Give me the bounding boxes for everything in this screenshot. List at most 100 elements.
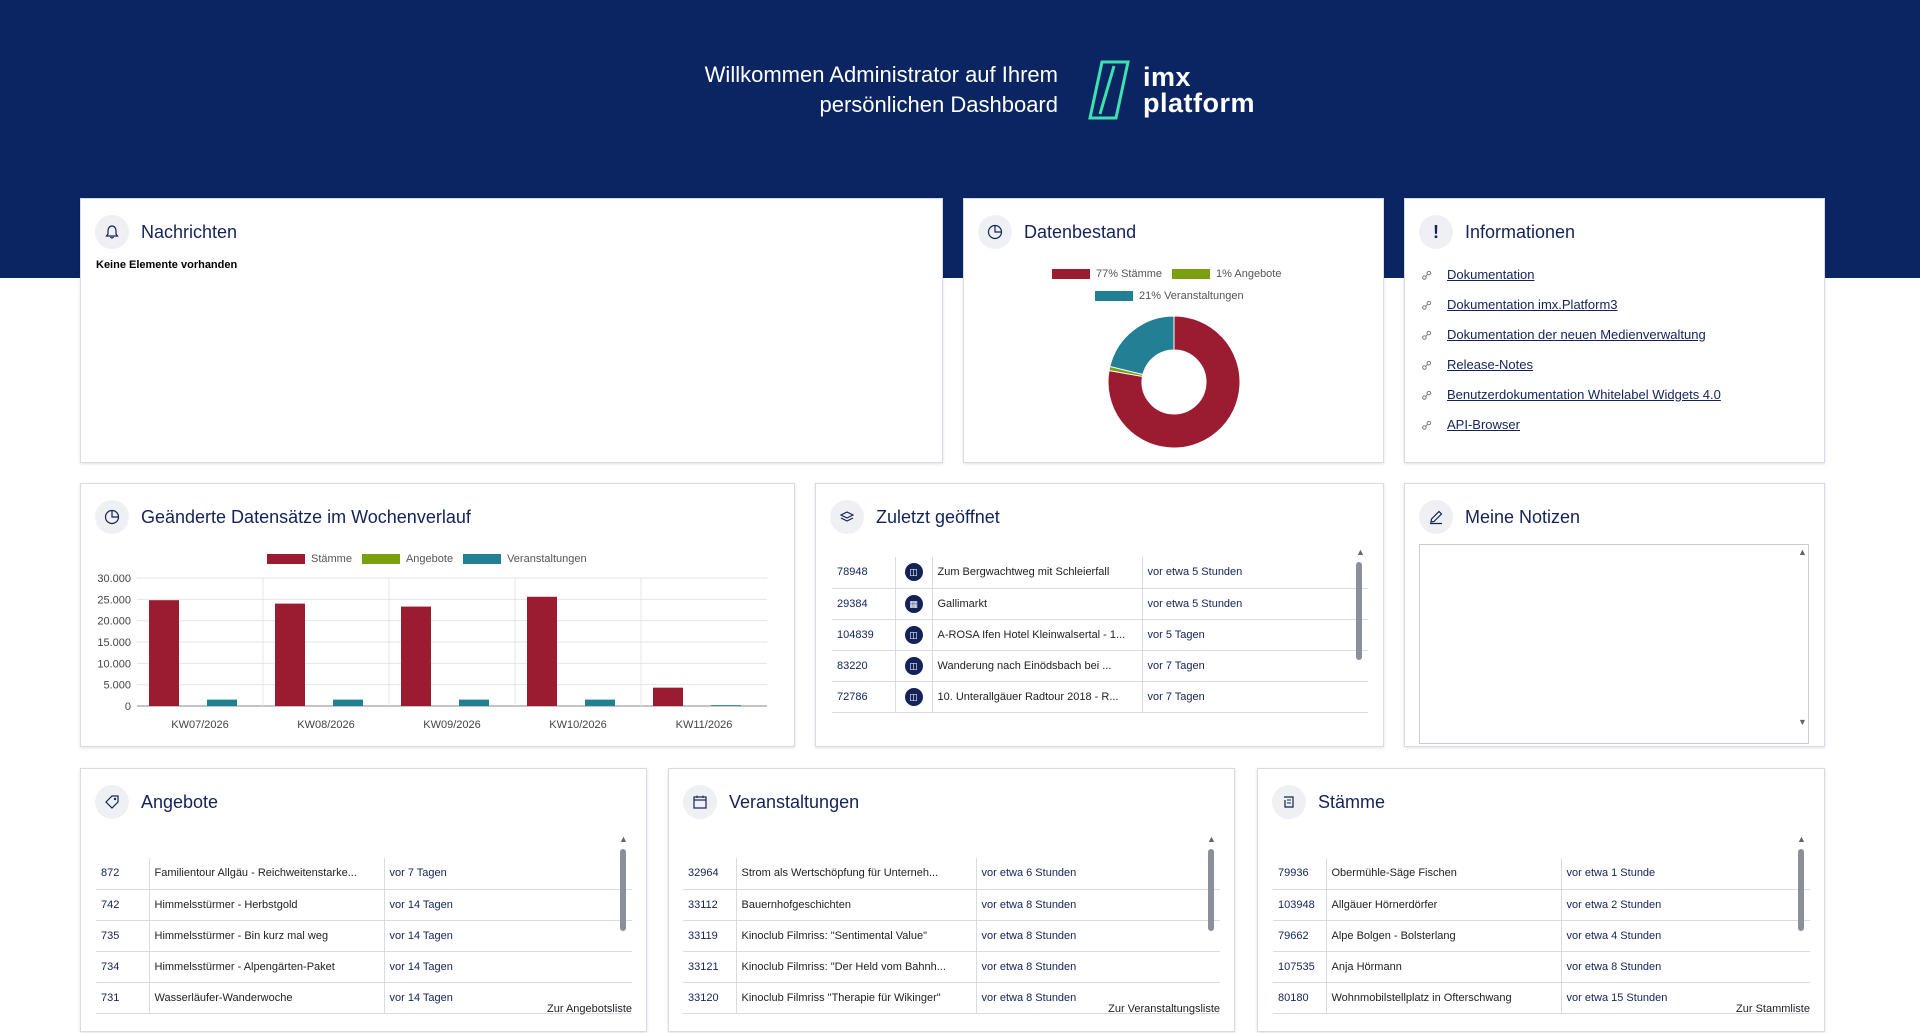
row-id[interactable]: 33119 — [683, 920, 737, 952]
staemme-scrollbar[interactable] — [1798, 849, 1804, 931]
legend-label-angebote[interactable]: Angebote — [405, 553, 454, 565]
bar-veranstaltungen-KW11/2026[interactable] — [711, 705, 741, 706]
info-link-dokumentation-imx[interactable]: ⚯ Dokumentation imx.Platform3 — [1418, 289, 1721, 319]
row-name[interactable]: Himmelsstürmer - Bin kurz mal weg — [149, 920, 385, 952]
row-id[interactable]: 734 — [96, 951, 150, 983]
row-name[interactable]: Wohnmobilstellplatz in Ofterschwang — [1326, 982, 1562, 1014]
row-name[interactable]: Allgäuer Hörnerdörfer — [1326, 889, 1562, 921]
staemme-row[interactable]: 107535 Anja Hörmann vor etwa 8 Stunden — [1273, 951, 1810, 983]
row-name[interactable]: Himmelsstürmer - Herbstgold — [149, 889, 385, 921]
info-link-dokumentation[interactable]: ⚯ Dokumentation — [1418, 259, 1721, 289]
zuletzt-scrollbar[interactable] — [1356, 562, 1362, 660]
row-id[interactable]: 83220 — [832, 650, 896, 682]
veranstaltungen-scrollbar[interactable] — [1208, 849, 1214, 931]
row-name[interactable]: Kinoclub Filmriss "Therapie für Wikinger… — [736, 982, 977, 1014]
row-name[interactable]: Kinoclub Filmriss: "Sentimental Value" — [736, 920, 977, 952]
legend-label-veranstaltungen[interactable]: 21% Veranstaltungen — [1139, 290, 1244, 302]
veranstaltungen-scroll-up[interactable]: ▲ — [1207, 834, 1216, 844]
zuletzt-scroll-up[interactable]: ▲ — [1356, 547, 1365, 557]
veranstaltungen-row[interactable]: 33121 Kinoclub Filmriss: "Der Held vom Ba… — [683, 951, 1220, 983]
row-name[interactable]: Wasserläufer-Wanderwoche — [149, 982, 385, 1014]
angebote-list-link[interactable]: Zur Angebotsliste — [547, 1003, 632, 1015]
row-id[interactable]: 33120 — [683, 982, 737, 1014]
row-id[interactable]: 29384 — [832, 588, 896, 620]
legend-label-staemme[interactable]: 77% Stämme — [1096, 268, 1163, 280]
row-id[interactable]: 78948 — [832, 557, 896, 589]
notes-textarea[interactable] — [1419, 544, 1809, 744]
bar-stämme-KW07/2026[interactable] — [149, 600, 179, 706]
row-name[interactable]: Zum Bergwachtweg mit Schleierfall — [932, 557, 1143, 589]
info-link-text[interactable]: API-Browser — [1447, 416, 1520, 432]
info-link-release-notes[interactable]: ⚯ Release-Notes — [1418, 349, 1721, 379]
info-link-whitelabel[interactable]: ⚯ Benutzerdokumentation Whitelabel Widget… — [1418, 379, 1721, 409]
donut-slice-stämme[interactable] — [1107, 315, 1241, 449]
angebote-row[interactable]: 742 Himmelsstürmer - Herbstgold vor 14 Tag… — [96, 889, 632, 921]
veranstaltungen-list-link[interactable]: Zur Veranstaltungsliste — [1108, 1003, 1220, 1015]
row-name[interactable]: Obermühle-Säge Fischen — [1326, 858, 1562, 890]
zuletzt-row[interactable]: 83220 ◫ Wanderung nach Einödsbach bei ... v… — [832, 650, 1368, 682]
row-name[interactable]: Strom als Wertschöpfung für Unterneh... — [736, 858, 977, 890]
angebote-row[interactable]: 735 Himmelsstürmer - Bin kurz mal weg vor … — [96, 920, 632, 952]
row-name[interactable]: Wanderung nach Einödsbach bei ... — [932, 650, 1143, 682]
row-id[interactable]: 79936 — [1273, 858, 1327, 890]
row-id[interactable]: 104839 — [832, 619, 896, 651]
row-name[interactable]: Anja Hörmann — [1326, 951, 1562, 983]
bar-veranstaltungen-KW07/2026[interactable] — [207, 699, 237, 706]
staemme-row[interactable]: 80180 Wohnmobilstellplatz in Ofterschwang… — [1273, 982, 1810, 1014]
zuletzt-row[interactable]: 78948 ◫ Zum Bergwachtweg mit Schleierfall v… — [832, 557, 1368, 589]
row-name[interactable]: Bauernhofgeschichten — [736, 889, 977, 921]
zuletzt-row[interactable]: 104839 ◫ A-ROSA Ifen Hotel Kleinwalsertal … — [832, 619, 1368, 651]
row-name[interactable]: Familientour Allgäu - Reichweitenstarke.… — [149, 858, 385, 890]
veranstaltungen-row[interactable]: 32964 Strom als Wertschöpfung für Unterne… — [683, 858, 1220, 890]
info-link-text[interactable]: Benutzerdokumentation Whitelabel Widgets… — [1447, 386, 1721, 402]
zuletzt-row[interactable]: 72786 ◫ 10. Unterallgäuer Radtour 2018 - R… — [832, 681, 1368, 713]
info-link-medienverwaltung[interactable]: ⚯ Dokumentation der neuen Medienverwaltun… — [1418, 319, 1721, 349]
row-name[interactable]: 10. Unterallgäuer Radtour 2018 - R... — [932, 681, 1143, 713]
bar-stämme-KW09/2026[interactable] — [401, 606, 431, 706]
staemme-list-link[interactable]: Zur Stammliste — [1736, 1003, 1810, 1015]
row-id[interactable]: 872 — [96, 858, 150, 890]
angebote-row[interactable]: 731 Wasserläufer-Wanderwoche vor 14 Tagen — [96, 982, 632, 1014]
bar-veranstaltungen-KW09/2026[interactable] — [459, 699, 489, 706]
legend-label-staemme[interactable]: Stämme — [311, 553, 352, 565]
row-name[interactable]: Alpe Bolgen - Bolsterlang — [1326, 920, 1562, 952]
row-id[interactable]: 107535 — [1273, 951, 1327, 983]
zuletzt-row[interactable]: 29384 ▦ Gallimarkt vor etwa 5 Stunden — [832, 588, 1368, 620]
notizen-scroll-up[interactable]: ▲ — [1798, 547, 1807, 557]
legend-label-angebote[interactable]: 1% Angebote — [1216, 268, 1282, 280]
bar-veranstaltungen-KW10/2026[interactable] — [585, 699, 615, 706]
angebote-scrollbar[interactable] — [620, 849, 626, 931]
info-link-api-browser[interactable]: ⚯ API-Browser — [1418, 409, 1721, 439]
info-link-text[interactable]: Dokumentation der neuen Medienverwaltung — [1447, 326, 1706, 342]
row-id[interactable]: 72786 — [832, 681, 896, 713]
row-id[interactable]: 33121 — [683, 951, 737, 983]
veranstaltungen-row[interactable]: 33119 Kinoclub Filmriss: "Sentimental Val… — [683, 920, 1220, 952]
angebote-row[interactable]: 872 Familientour Allgäu - Reichweitenstar… — [96, 858, 632, 890]
notizen-scroll-down[interactable]: ▼ — [1798, 717, 1807, 727]
staemme-row[interactable]: 79936 Obermühle-Säge Fischen vor etwa 1 St… — [1273, 858, 1810, 890]
bar-stämme-KW08/2026[interactable] — [275, 603, 305, 706]
info-link-text[interactable]: Dokumentation imx.Platform3 — [1447, 296, 1618, 312]
legend-label-veranstaltungen[interactable]: Veranstaltungen — [507, 553, 587, 565]
info-link-text[interactable]: Dokumentation — [1447, 266, 1535, 282]
angebote-row[interactable]: 734 Himmelsstürmer - Alpengärten-Paket vor… — [96, 951, 632, 983]
row-id[interactable]: 742 — [96, 889, 150, 921]
row-id[interactable]: 80180 — [1273, 982, 1327, 1014]
row-name[interactable]: Kinoclub Filmriss: "Der Held vom Bahnh..… — [736, 951, 977, 983]
veranstaltungen-row[interactable]: 33112 Bauernhofgeschichten vor etwa 8 Stun… — [683, 889, 1220, 921]
staemme-row[interactable]: 79662 Alpe Bolgen - Bolsterlang vor etwa 4… — [1273, 920, 1810, 952]
bar-veranstaltungen-KW08/2026[interactable] — [333, 699, 363, 706]
staemme-scroll-up[interactable]: ▲ — [1797, 834, 1806, 844]
row-name[interactable]: Himmelsstürmer - Alpengärten-Paket — [149, 951, 385, 983]
row-name[interactable]: A-ROSA Ifen Hotel Kleinwalsertal - 1... — [932, 619, 1143, 651]
row-id[interactable]: 33112 — [683, 889, 737, 921]
row-name[interactable]: Gallimarkt — [932, 588, 1143, 620]
row-id[interactable]: 79662 — [1273, 920, 1327, 952]
bar-stämme-KW10/2026[interactable] — [527, 596, 557, 706]
info-link-text[interactable]: Release-Notes — [1447, 356, 1533, 372]
donut-slice-veranstaltungen[interactable] — [1109, 315, 1175, 376]
staemme-row[interactable]: 103948 Allgäuer Hörnerdörfer vor etwa 2 St… — [1273, 889, 1810, 921]
angebote-scroll-up[interactable]: ▲ — [619, 834, 628, 844]
row-id[interactable]: 103948 — [1273, 889, 1327, 921]
veranstaltungen-row[interactable]: 33120 Kinoclub Filmriss "Therapie für Wik… — [683, 982, 1220, 1014]
